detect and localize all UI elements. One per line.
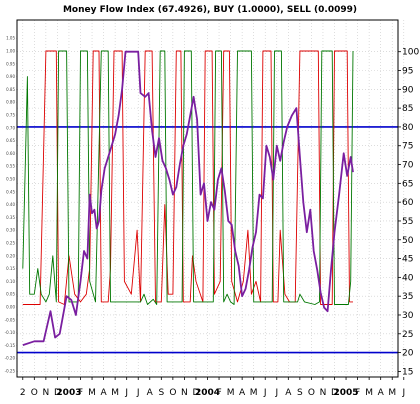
x-axis-tick-label: J [124,388,128,398]
left-axis-tick-label: 0.30 [6,228,15,233]
right-axis-tick-label: 100 [402,48,419,58]
left-axis-tick-label: 0.60 [6,151,15,156]
x-axis-tick-label: O [169,388,176,398]
right-axis-tick-label: 55 [402,217,413,227]
right-axis-tick-label: 95 [402,67,413,77]
right-axis-tick-label: 90 [402,85,414,95]
left-axis-tick-label: 0.70 [6,125,15,130]
x-axis-tick-label: D [192,388,199,398]
right-axis: 100 95 90 85 80 75 70 65 60 55 50 45 40 35 30 25 20 15 [398,48,419,377]
x-axis-tick-label: A [378,388,385,398]
x-axis-tick-label: 2003 [56,388,81,398]
left-axis-tick-label: 0.50 [6,177,15,182]
x-axis-tick-label: A [239,388,246,398]
right-axis-tick-label: 60 [402,198,414,208]
x-axis-tick-label: A [147,388,154,398]
left-axis-tick-label: 0.05 [6,292,15,297]
right-axis-tick-label: 40 [402,273,414,283]
x-axis-tick-label: M [388,388,396,398]
left-axis-tick-label: 0.10 [6,279,15,284]
left-axis-tick-label: 0.80 [6,100,15,105]
series-layer [22,50,354,346]
x-axis-tick-label: M [227,388,235,398]
x-axis-tick-label: J [401,388,405,398]
x-axis-tick-label: S [158,388,164,398]
x-axis-tick-label: F [355,388,360,398]
x-axis-tick-label: J [136,388,140,398]
x-axis-tick-label: O [308,388,315,398]
x-axis-tick-label: M [365,388,373,398]
x-axis-tick-label: 2 [20,388,26,398]
left-axis-tick-label: 0.40 [6,202,15,207]
x-axis-tick-label: N [42,388,49,398]
left-axis-tick-label: 0.85 [6,87,15,92]
series-line-green [22,50,354,305]
left-axis-tick-label: 1.00 [6,49,15,54]
x-axis-tick-label: M [250,388,258,398]
x-axis-tick-label: A [101,388,108,398]
right-axis-tick-label: 15 [402,367,413,377]
right-axis-tick-label: 85 [402,104,413,114]
right-axis-tick-label: 35 [402,292,413,302]
right-axis-tick-label: 30 [402,311,414,321]
series-line-mfi [22,50,354,346]
left-axis-tick-label: 1.05 [6,36,15,41]
series-line-red [22,50,353,305]
x-axis-tick-label: M [111,388,119,398]
left-axis-tick-label: -0.20 [5,356,16,361]
left-axis-tick-label: 0.90 [6,74,15,79]
x-axis-tick-label: 2004 [195,388,220,398]
left-axis-tick-label: -0.25 [5,369,16,374]
x-axis-tick-label: A [285,388,292,398]
x-axis-tick-label: O [31,388,38,398]
right-axis-tick-label: 65 [402,179,413,189]
right-axis-tick-label: 45 [402,255,413,265]
right-axis-tick-label: 75 [402,142,413,152]
left-axis-tick-label: 0.25 [6,241,15,246]
left-axis-tick-label: 0.35 [6,215,15,220]
left-axis-tick-label: 0.65 [6,138,15,143]
left-axis-tick-label: 0.55 [6,164,15,169]
chart-title: Money Flow Index (67.4926), BUY (1.0000)… [63,5,357,15]
x-axis-tick-label: J [274,388,278,398]
x-axis-tick-label: N [320,388,327,398]
x-axis-tick-label: N [181,388,188,398]
right-axis-tick-label: 20 [402,349,414,359]
grid-layer [17,20,405,377]
left-axis-tick-label: -0.10 [5,330,16,335]
left-axis-tick-label: 0.20 [6,253,15,258]
right-axis-tick-label: 80 [402,123,414,133]
right-axis-tick-label: 50 [402,236,414,246]
x-axis-tick-label: F [216,388,221,398]
left-axis: 1.05 1.00 0.95 0.90 0.85 0.80 0.75 0.70 0.65 0.60… [5,36,17,374]
left-axis-tick-label: 0.15 [6,266,15,271]
left-axis-tick-label: 0.95 [6,61,15,66]
right-axis-tick-label: 25 [402,330,413,340]
right-axis-tick-label: 70 [402,161,414,171]
x-axis-tick-label: D [331,388,338,398]
x-axis-tick-label: S [297,388,303,398]
x-axis-tick-label: F [78,388,83,398]
left-axis-tick-label: 0.45 [6,189,15,194]
left-axis-tick-label: -0.15 [5,343,16,348]
x-axis-tick-label: M [88,388,96,398]
left-axis-tick-label: 0.00 [6,305,15,310]
left-axis-tick-label: -0.05 [5,317,16,322]
reference-lines [17,126,398,354]
left-axis-tick-label: 0.75 [6,113,15,118]
x-axis-tick-label: J [263,388,267,398]
x-axis-tick-label: 2005 [334,388,359,398]
x-axis-tick-label: D [54,388,61,398]
